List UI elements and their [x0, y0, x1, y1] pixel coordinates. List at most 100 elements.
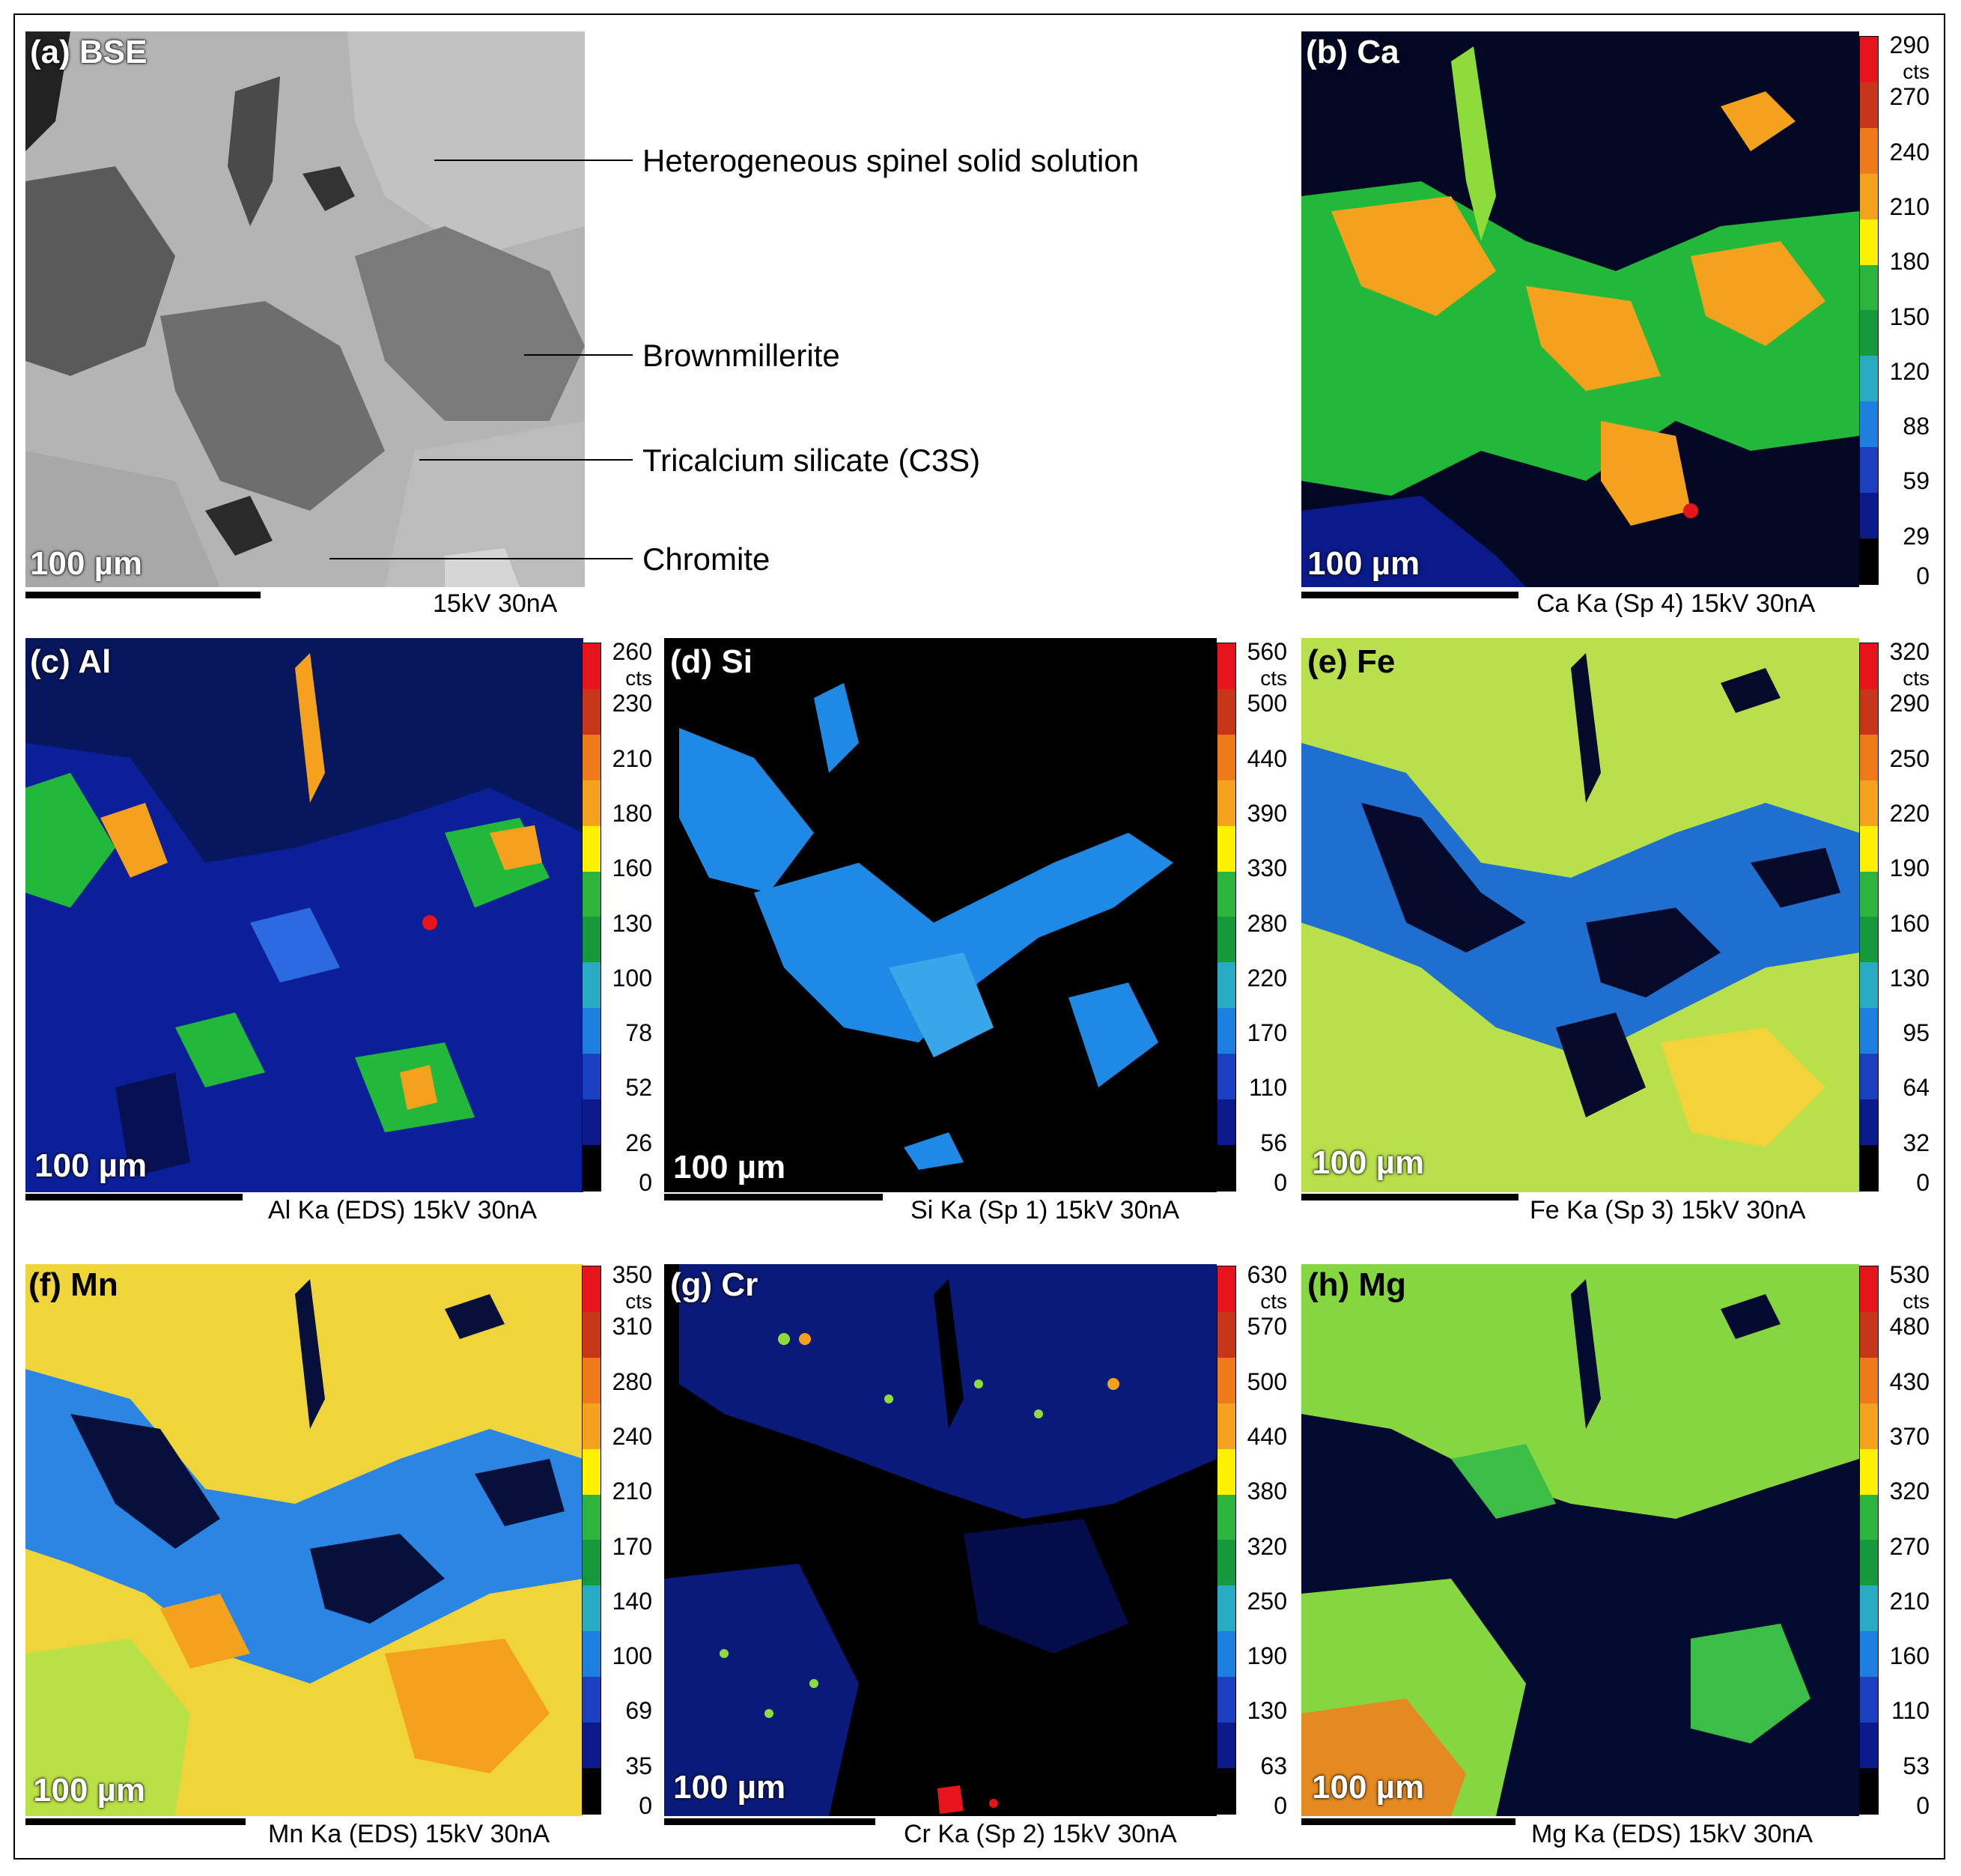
colorbar-tick-label: 160	[612, 854, 652, 882]
colorbar-segment	[583, 643, 601, 689]
colorbar-tick-label: 230	[612, 690, 652, 717]
panel-b-colorbar	[1859, 36, 1879, 585]
colorbar-tick-label: 380	[1247, 1478, 1287, 1505]
colorbar-tick-label: 530	[1889, 1261, 1930, 1288]
colorbar-segment	[1860, 1677, 1878, 1723]
panel-b-caption: Ca Ka (Sp 4) 15kV 30nA	[1536, 589, 1816, 618]
colorbar-tick-label: 52	[625, 1074, 652, 1102]
colorbar-unit: cts	[1903, 60, 1930, 83]
colorbar-segment	[583, 1008, 601, 1054]
colorbar-segment	[1217, 688, 1235, 735]
colorbar-segment	[1860, 917, 1878, 963]
colorbar-tick-label: 110	[1248, 1074, 1287, 1102]
colorbar-segment	[583, 1585, 601, 1632]
colorbar-segment	[1217, 1054, 1235, 1100]
colorbar-tick-label: 63	[1260, 1752, 1287, 1779]
colorbar-tick-label: 0	[1916, 1792, 1930, 1819]
colorbar-tick-label: 190	[1247, 1642, 1287, 1670]
colorbar-tick-label: 53	[1903, 1752, 1930, 1779]
colorbar-segment	[1217, 1144, 1235, 1191]
panel-e-colorbar	[1859, 643, 1879, 1192]
colorbar-segment	[1217, 1722, 1235, 1768]
colorbar-tick-label: 430	[1889, 1367, 1930, 1395]
panel-c-colorbar	[582, 643, 601, 1192]
colorbar-tick-label: 250	[1247, 1587, 1287, 1615]
colorbar-segment	[583, 1722, 601, 1768]
colorbar-segment	[1860, 82, 1878, 128]
colorbar-segment	[1217, 1767, 1235, 1814]
colorbar-segment	[583, 825, 601, 872]
colorbar-tick-label: 570	[1247, 1313, 1287, 1341]
colorbar-tick-label: 100	[612, 964, 652, 992]
colorbar-tick-label: 220	[1889, 799, 1930, 827]
colorbar-tick-label: 220	[1247, 964, 1287, 992]
colorbar-tick-label: 190	[1889, 854, 1930, 882]
panel-g-label: (g) Cr	[670, 1266, 758, 1303]
panel-e-label: (e) Fe	[1307, 643, 1396, 680]
colorbar-segment	[1860, 1266, 1878, 1312]
colorbar-tick-label: 320	[1247, 1532, 1287, 1560]
colorbar-tick-label: 240	[612, 1422, 652, 1450]
panel-b-ticks: 290 270 240 210 180 150 120 88 59 29 0 cts	[1864, 31, 1930, 589]
colorbar-segment	[1860, 37, 1878, 82]
colorbar-tick-label: 0	[1916, 1169, 1930, 1196]
colorbar-tick-label: 270	[1889, 83, 1930, 111]
panel-a-caption: 15kV 30nA	[433, 589, 558, 618]
panel-h-caption: Mg Ka (EDS) 15kV 30nA	[1531, 1820, 1813, 1848]
colorbar-segment	[583, 1144, 601, 1191]
colorbar-segment	[1860, 310, 1878, 356]
colorbar-segment	[1860, 734, 1878, 780]
colorbar-segment	[1217, 1631, 1235, 1678]
colorbar-segment	[583, 1357, 601, 1403]
colorbar-tick-label: 170	[612, 1532, 652, 1560]
colorbar-segment	[1860, 825, 1878, 872]
annotation-line-chromite	[329, 558, 633, 559]
colorbar-segment	[583, 1403, 601, 1449]
colorbar-segment	[583, 1677, 601, 1723]
colorbar-tick-label: 290	[1889, 31, 1930, 58]
colorbar-segment	[1860, 780, 1878, 826]
panel-f-colorbar	[582, 1266, 601, 1815]
colorbar-segment	[1217, 1357, 1235, 1403]
colorbar-segment	[1860, 962, 1878, 1009]
colorbar-tick-label: 0	[639, 1792, 652, 1819]
colorbar-segment	[1217, 1008, 1235, 1054]
colorbar-unit: cts	[625, 1290, 652, 1313]
colorbar-segment	[1860, 1448, 1878, 1495]
panel-d-caption: Si Ka (Sp 1) 15kV 30nA	[910, 1196, 1180, 1224]
colorbar-tick-label: 0	[639, 1169, 652, 1196]
colorbar-segment	[1217, 734, 1235, 780]
colorbar-tick-label: 210	[612, 744, 652, 772]
colorbar-segment	[583, 917, 601, 963]
colorbar-segment	[1217, 1540, 1235, 1586]
panel-f-scale-bar	[25, 1818, 246, 1825]
colorbar-segment	[1217, 1585, 1235, 1632]
colorbar-tick-label: 440	[1247, 744, 1287, 772]
panel-a-scale-text: 100 µm	[30, 545, 143, 582]
colorbar-unit: cts	[1260, 1290, 1287, 1313]
colorbar-tick-label: 370	[1889, 1422, 1930, 1450]
figure-frame	[13, 13, 1945, 1860]
colorbar-segment	[1217, 1403, 1235, 1449]
colorbar-segment	[1860, 356, 1878, 402]
colorbar-tick-label: 280	[1247, 909, 1287, 937]
colorbar-segment	[583, 1054, 601, 1100]
panel-b-label: (b) Ca	[1306, 34, 1399, 70]
colorbar-tick-label: 78	[625, 1019, 652, 1047]
colorbar-segment	[1860, 1767, 1878, 1814]
colorbar-tick-label: 130	[1247, 1697, 1287, 1725]
colorbar-segment	[1860, 127, 1878, 174]
colorbar-tick-label: 35	[625, 1752, 652, 1779]
colorbar-tick-label: 440	[1247, 1422, 1287, 1450]
colorbar-segment	[583, 1099, 601, 1145]
colorbar-tick-label: 500	[1247, 1367, 1287, 1395]
panel-a-label: (a) BSE	[30, 34, 148, 70]
colorbar-segment	[1217, 1311, 1235, 1358]
panel-h-ticks: 530 480 430 370 320 270 210 160 110 53 0 cts	[1864, 1261, 1930, 1819]
colorbar-segment	[1860, 1311, 1878, 1358]
colorbar-segment	[1860, 688, 1878, 735]
colorbar-segment	[1217, 1099, 1235, 1145]
colorbar-tick-label: 69	[625, 1697, 652, 1725]
colorbar-tick-label: 0	[1916, 562, 1930, 589]
colorbar-tick-label: 250	[1889, 744, 1930, 772]
